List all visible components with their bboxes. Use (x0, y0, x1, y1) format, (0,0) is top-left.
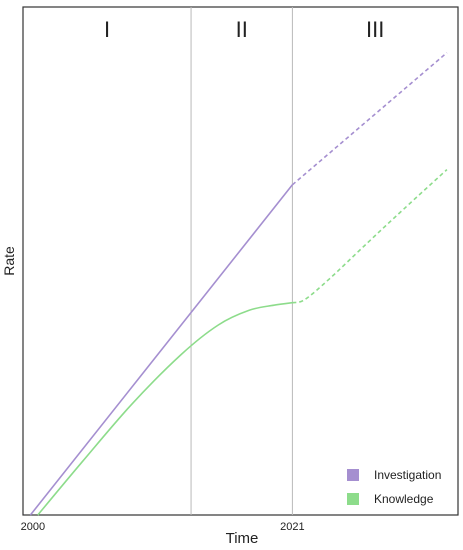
knowledge-projection-line (292, 169, 448, 304)
legend: Investigation Knowledge (347, 468, 441, 506)
phase-label: I (104, 17, 110, 42)
phase-labels: I II III (104, 17, 384, 42)
y-axis-label: Rate (1, 246, 17, 276)
legend-label: Investigation (374, 468, 441, 482)
legend-swatch (347, 469, 359, 481)
phase-dividers (190, 7, 293, 515)
x-tick-label: 2021 (280, 521, 304, 533)
series-layer (29, 52, 448, 516)
x-axis-label: Time (226, 530, 259, 547)
investigation-projection-line (291, 52, 448, 186)
knowledge-line (37, 301, 293, 516)
x-tick-labels: 2000 2021 (21, 521, 305, 533)
legend-swatch (347, 493, 359, 505)
plot-frame (22, 6, 459, 516)
x-tick-label: 2000 (21, 521, 45, 533)
legend-label: Knowledge (374, 492, 434, 506)
investigation-line (29, 184, 294, 516)
phase-label: III (366, 17, 384, 42)
phase-label: II (236, 17, 248, 42)
